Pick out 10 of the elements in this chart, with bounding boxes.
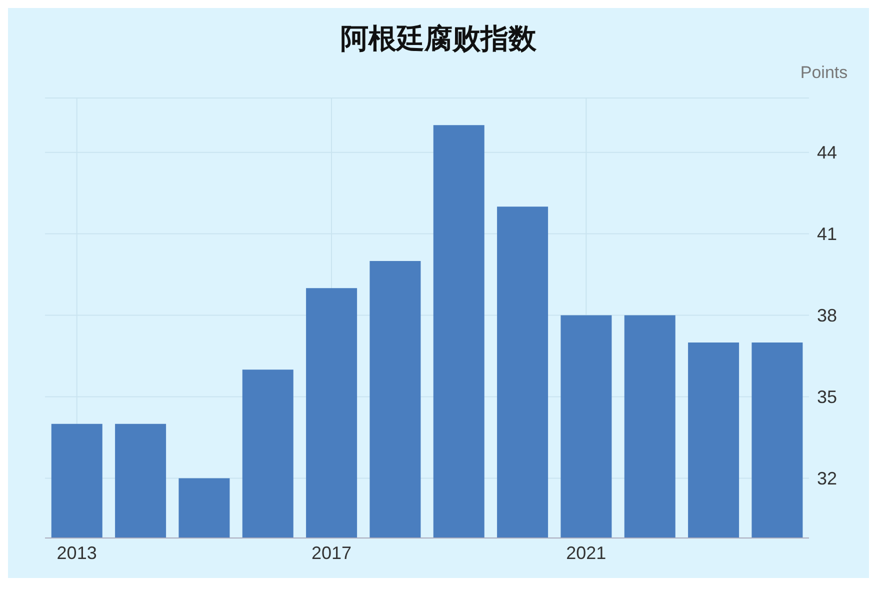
y-tick-label: 35 — [817, 387, 838, 408]
y-tick-label: 38 — [817, 306, 838, 326]
x-tick-label: 2017 — [311, 542, 352, 563]
y-tick-label: 32 — [817, 468, 838, 489]
y-tick-label: 44 — [817, 142, 838, 163]
x-tick-label: 2021 — [566, 542, 606, 563]
y-tick-label: 41 — [817, 224, 838, 244]
y-axis-title: Points — [800, 63, 848, 82]
x-tick-label: 2013 — [56, 542, 97, 563]
chart-title: 阿根廷腐败指数 — [340, 21, 538, 57]
